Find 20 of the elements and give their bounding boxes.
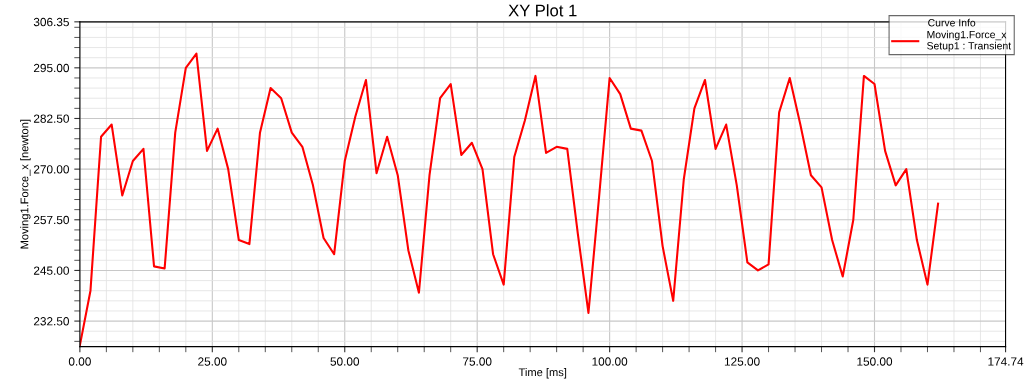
x-tick-label: 0.00 xyxy=(68,357,91,366)
legend-title: Curve Info xyxy=(928,18,976,27)
x-tick-label: 125.00 xyxy=(724,357,760,366)
chart-title: XY Plot 1 xyxy=(508,4,577,17)
legend-label: Moving1.Force_x Setup1 : Transient xyxy=(927,30,1012,52)
x-tick-label: 100.00 xyxy=(592,357,628,366)
x-tick-label: 50.00 xyxy=(330,357,360,366)
y-tick-label: 295.00 xyxy=(33,63,69,73)
x-tick-label: 150.00 xyxy=(857,357,893,366)
y-tick-label: 270.00 xyxy=(33,165,69,174)
y-axis-title: Moving1.Force_x [newton] xyxy=(20,119,31,249)
x-tick-label: 25.00 xyxy=(198,357,227,366)
y-tick-label: 245.00 xyxy=(33,266,69,275)
y-tick-label: 232.50 xyxy=(33,317,69,326)
y-tick-label: 306.35 xyxy=(33,17,69,27)
x-tick-label: 75.00 xyxy=(463,357,492,366)
x-tick-label: 174.74 xyxy=(988,357,1024,366)
y-tick-label: 257.50 xyxy=(33,215,69,225)
x-axis-title: Time [ms] xyxy=(518,368,567,379)
y-tick-label: 282.50 xyxy=(33,114,69,123)
